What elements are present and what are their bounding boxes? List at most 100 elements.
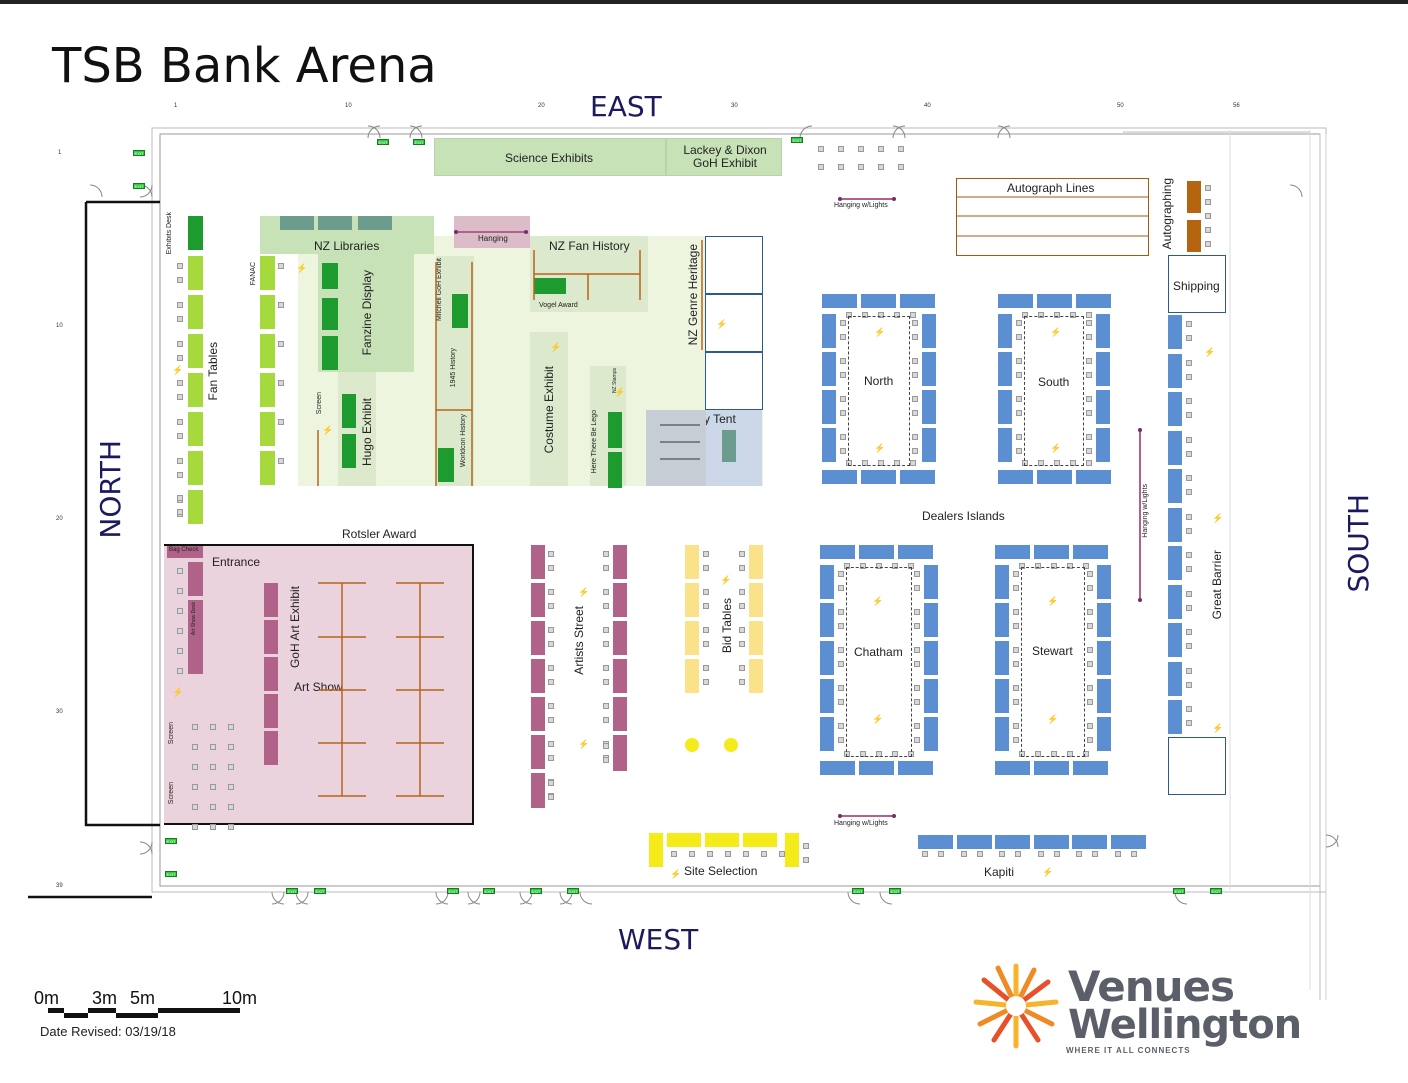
exhibit-table (438, 448, 454, 482)
chair (858, 164, 864, 170)
artist-table (613, 697, 627, 731)
chair (1016, 358, 1022, 364)
dealer-table (998, 390, 1012, 424)
chair (1087, 737, 1093, 743)
chair (1130, 851, 1137, 857)
chair (860, 563, 866, 569)
exit-sign: EXIT (447, 888, 459, 894)
exhibit-table (322, 336, 338, 370)
chair (703, 679, 709, 685)
chair (1087, 585, 1093, 591)
chair (177, 472, 183, 478)
chair (1092, 851, 1098, 857)
autographing-table (1187, 220, 1201, 252)
power-outlet-icon: ⚡ (578, 587, 590, 597)
chair (1205, 241, 1211, 247)
dealer-table (900, 294, 935, 308)
nz-libraries-shelf (280, 216, 314, 230)
chair (892, 563, 898, 569)
chair (278, 458, 284, 464)
exit-sign: EXIT (133, 150, 145, 156)
chair (838, 623, 844, 629)
chair (548, 780, 554, 786)
dealer-table (1096, 428, 1110, 462)
chair (779, 851, 785, 857)
chair (840, 448, 846, 454)
chair (1186, 552, 1192, 558)
chair (1087, 623, 1093, 629)
dealer-table (898, 761, 933, 775)
power-outlet-icon: ⚡ (716, 319, 728, 329)
artist-table (613, 545, 627, 579)
rotsler-award-label: Rotsler Award (342, 527, 417, 541)
chair (838, 146, 844, 152)
dealer-table (820, 679, 834, 713)
chair (1205, 213, 1211, 219)
chair (739, 641, 745, 647)
autographing-table (1187, 181, 1201, 213)
chair (739, 665, 745, 671)
chair (603, 627, 609, 633)
dealer-table (998, 428, 1012, 462)
artist-table (531, 697, 545, 731)
chair (914, 685, 920, 691)
chair (1087, 609, 1093, 615)
power-outlet-icon: ⚡ (872, 714, 884, 724)
autograph-lines-area: Autograph Lines (956, 178, 1149, 256)
power-outlet-icon: ⚡ (1204, 347, 1216, 357)
fan-table (260, 334, 275, 368)
south-island-outline (1024, 316, 1084, 466)
chair (177, 380, 183, 386)
chair (1186, 450, 1192, 457)
site-selection-label: Site Selection (684, 864, 758, 878)
dealer-table (924, 717, 938, 751)
dealer-table (1037, 470, 1072, 484)
chair (739, 679, 745, 685)
chair (1013, 585, 1019, 591)
dealer-table (1097, 641, 1111, 675)
chair (1013, 609, 1019, 615)
dealer-table (995, 835, 1030, 849)
chair (192, 784, 198, 790)
chair (914, 623, 920, 629)
chair (228, 784, 234, 790)
chair (739, 589, 745, 595)
chair (922, 851, 928, 857)
site-selection-table (667, 833, 701, 847)
chair (1186, 667, 1192, 674)
power-outlet-icon: ⚡ (172, 365, 184, 375)
chair (1013, 685, 1019, 691)
artist-table (613, 737, 627, 771)
chair (278, 302, 284, 308)
dealer-table (1097, 717, 1111, 751)
dealer-table (1097, 603, 1111, 637)
chair (878, 312, 884, 318)
exhibit-table (534, 278, 566, 294)
stewart-island-outline (1021, 567, 1085, 757)
chair (1067, 563, 1073, 569)
chair (1016, 320, 1022, 326)
art-table (188, 562, 203, 596)
chair (1086, 460, 1092, 466)
chair (603, 757, 609, 763)
chair (840, 358, 846, 364)
power-outlet-icon: ⚡ (1042, 867, 1054, 877)
goh-art-panel (264, 657, 278, 691)
chair (1186, 681, 1192, 688)
chair (838, 685, 844, 691)
chair (1186, 706, 1192, 712)
chair (1205, 227, 1211, 233)
dealer-table (1168, 353, 1182, 388)
chair (192, 804, 198, 810)
chair (177, 608, 183, 614)
chair (838, 164, 844, 170)
south-island-label: South (1038, 375, 1070, 389)
chair (914, 585, 920, 591)
chair (228, 724, 234, 730)
chair (703, 565, 709, 571)
chair (739, 551, 745, 557)
chair (838, 647, 844, 653)
dealer-table (820, 565, 834, 599)
chair (548, 627, 554, 633)
